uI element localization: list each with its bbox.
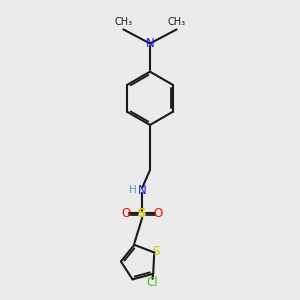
Text: CH₃: CH₃ [168, 17, 186, 27]
Text: H: H [129, 185, 136, 195]
Text: S: S [137, 207, 147, 220]
Text: CH₃: CH₃ [114, 17, 132, 27]
Text: O: O [121, 207, 130, 220]
Text: Cl: Cl [147, 276, 158, 289]
Text: N: N [146, 37, 154, 50]
Text: O: O [154, 207, 163, 220]
Text: N: N [138, 184, 146, 197]
Text: S: S [152, 245, 160, 258]
